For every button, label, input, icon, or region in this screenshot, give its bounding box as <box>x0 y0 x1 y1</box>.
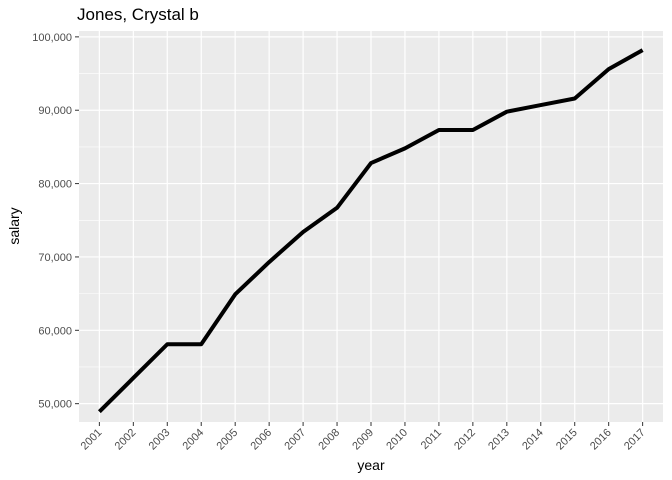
x-tick-label: 2017 <box>622 427 648 453</box>
x-tick-label: 2012 <box>452 427 478 453</box>
y-tick-label: 80,000 <box>38 179 72 191</box>
grid-lines <box>79 31 663 422</box>
chart-title: Jones, Crystal b <box>77 5 199 24</box>
salary-line <box>97 48 644 414</box>
y-tick-label: 100,000 <box>32 32 72 44</box>
x-tick-label: 2005 <box>215 427 241 453</box>
y-tick-label: 50,000 <box>38 399 72 411</box>
y-axis-title: salary <box>6 207 22 244</box>
x-tick-label: 2013 <box>486 427 512 453</box>
x-tick-label: 2001 <box>79 427 105 453</box>
y-tick-label: 60,000 <box>38 325 72 337</box>
y-tick-label: 70,000 <box>38 252 72 264</box>
x-axis: 2001 2002 2003 2004 2005 2006 2007 2008 2009 2010… <box>79 422 648 452</box>
x-tick-label: 2009 <box>350 427 376 453</box>
x-tick-label: 2007 <box>282 427 308 453</box>
series-layer <box>97 48 644 414</box>
x-tick-label: 2015 <box>554 427 580 453</box>
y-axis: 50,000 60,000 70,000 80,000 90,000 100,000 <box>32 32 79 411</box>
x-tick-label: 2010 <box>384 427 410 453</box>
x-tick-label: 2008 <box>316 427 342 453</box>
x-tick-label: 2006 <box>248 427 274 453</box>
x-tick-label: 2004 <box>181 427 207 453</box>
x-tick-label: 2011 <box>419 427 444 452</box>
x-tick-label: 2002 <box>113 427 139 453</box>
x-tick-label: 2003 <box>147 427 173 453</box>
x-tick-label: 2014 <box>520 427 546 453</box>
x-tick-label: 2016 <box>588 427 614 453</box>
y-tick-label: 90,000 <box>38 105 72 117</box>
x-axis-title: year <box>357 457 385 473</box>
